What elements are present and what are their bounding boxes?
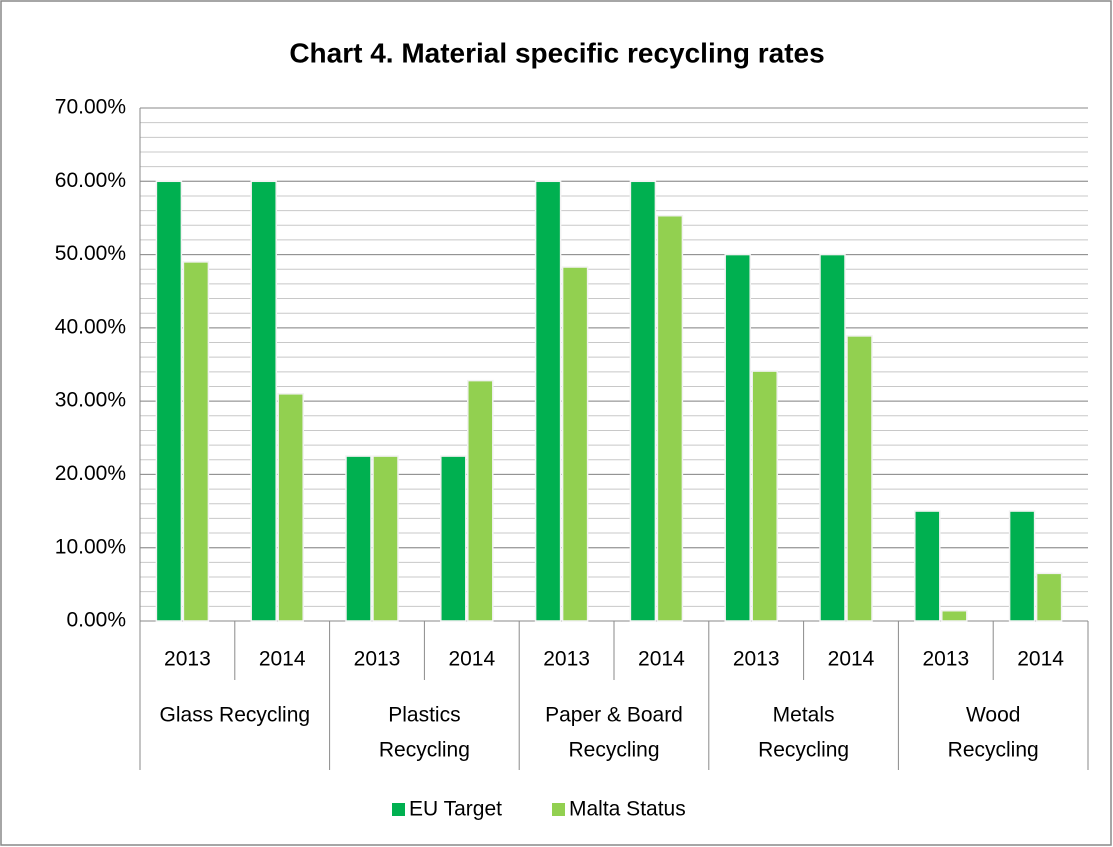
x-tick-label: 2014 — [448, 648, 495, 671]
x-tick-label: 2014 — [638, 648, 685, 671]
x-tick-label: 2013 — [164, 648, 211, 671]
bar — [656, 214, 684, 622]
y-tick-label: 60.00% — [55, 169, 126, 192]
legend-label: EU Target — [409, 798, 502, 821]
bar — [277, 393, 304, 622]
y-tick-label: 0.00% — [66, 609, 126, 632]
group-label: Recycling — [568, 739, 659, 762]
group-label: Plastics — [388, 704, 460, 727]
group-label: Recycling — [948, 739, 1039, 762]
bar — [941, 609, 968, 622]
bar — [534, 180, 562, 622]
bar — [846, 335, 873, 622]
bar — [440, 455, 467, 622]
bar — [250, 180, 277, 622]
x-tick-label: 2013 — [354, 648, 401, 671]
group-label: Recycling — [379, 739, 470, 762]
legend-swatch — [392, 803, 405, 816]
y-tick-label: 70.00% — [55, 96, 126, 119]
group-label: Glass Recycling — [160, 704, 311, 727]
y-tick-label: 20.00% — [55, 462, 126, 485]
group-label: Paper & Board — [545, 704, 683, 727]
bar — [1008, 510, 1036, 622]
bar — [724, 253, 751, 622]
bar — [155, 180, 183, 622]
bar — [561, 266, 589, 622]
group-label: Recycling — [758, 739, 849, 762]
bar — [819, 253, 846, 622]
y-tick-label: 40.00% — [55, 315, 126, 338]
x-tick-label: 2013 — [543, 648, 590, 671]
x-tick-label: 2014 — [828, 648, 875, 671]
bar — [914, 510, 941, 622]
bar — [182, 261, 210, 622]
bar — [751, 370, 778, 622]
x-tick-label: 2014 — [259, 648, 306, 671]
bar — [629, 180, 657, 622]
x-tick-label: 2013 — [922, 648, 969, 671]
x-tick-label: 2013 — [733, 648, 780, 671]
y-tick-label: 50.00% — [55, 242, 126, 265]
x-tick-label: 2014 — [1017, 648, 1064, 671]
group-label: Wood — [966, 704, 1020, 727]
y-tick-label: 30.00% — [55, 389, 126, 412]
legend-label: Malta Status — [569, 798, 686, 821]
bar — [1035, 572, 1063, 622]
y-tick-label: 10.00% — [55, 535, 126, 558]
bar — [467, 379, 494, 622]
bar — [372, 455, 399, 622]
group-label: Metals — [773, 704, 835, 727]
chart-title: Chart 4. Material specific recycling rat… — [289, 37, 824, 68]
legend-swatch — [552, 803, 565, 816]
bar — [345, 455, 372, 622]
